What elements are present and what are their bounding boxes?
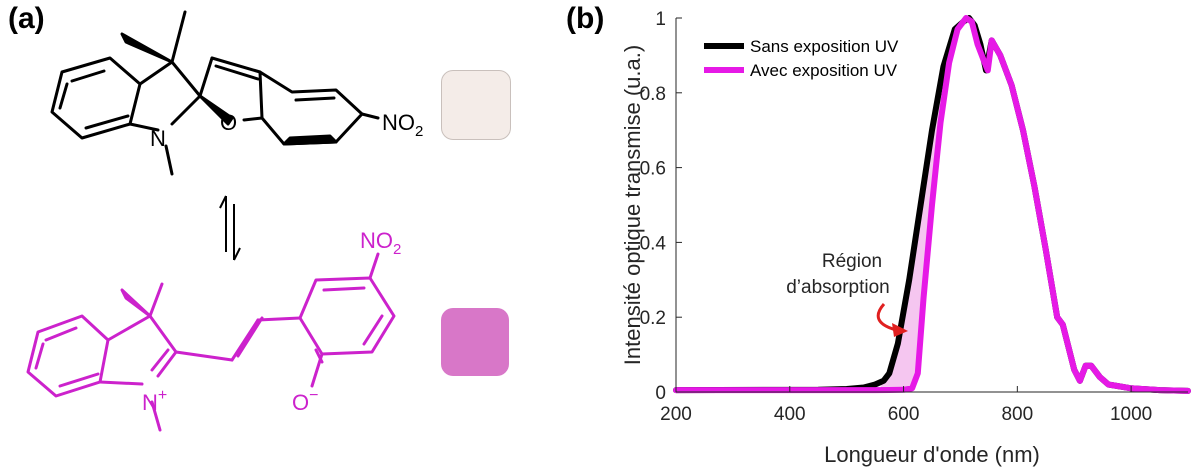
- legend-label-avec: Avec exposition UV: [750, 61, 898, 80]
- closed-form-color-swatch: [441, 70, 511, 140]
- y-tick-label: 1: [655, 9, 666, 30]
- y-tick-label: 0: [655, 383, 666, 404]
- annotation-arrowhead: [892, 323, 908, 337]
- legend: Sans exposition UV Avec exposition UV: [704, 37, 899, 80]
- legend-label-sans: Sans exposition UV: [750, 37, 899, 56]
- x-tick-label: 400: [774, 404, 806, 425]
- chemical-equilibrium-diagram: N O NO2 N+ O− NO2: [26, 10, 423, 432]
- equilibrium-arrows: [219, 195, 241, 261]
- panel-b-label: (b): [566, 2, 605, 35]
- annotation-line-1: Région: [822, 251, 882, 272]
- x-tick-label: 600: [888, 404, 920, 425]
- annotation-arrow: [876, 303, 897, 332]
- open-form-color-swatch: [441, 308, 509, 376]
- open-oxygen-atom: O−: [292, 387, 318, 415]
- panel-a-label: (a): [8, 2, 45, 35]
- annotation-line-2: d’absorption: [786, 277, 890, 298]
- transmission-spectrum-chart: 200 400 600 800 1000 0 0.2 0.4 0.6 0.8 1 Longueur …: [620, 9, 1191, 467]
- open-nitrogen-atom: N+: [142, 387, 167, 415]
- y-tick-label: 0.8: [640, 84, 666, 105]
- x-axis-label: Longueur d'onde (nm): [824, 442, 1040, 467]
- series-line-avec-exposition: [673, 15, 1191, 394]
- closed-nitrogen-atom: N: [150, 126, 166, 151]
- y-tick-label: 0.2: [640, 308, 666, 329]
- closed-oxygen-atom: O: [220, 110, 237, 135]
- x-tick-label: 800: [1001, 404, 1033, 425]
- closed-nitro-group: NO2: [382, 110, 423, 140]
- x-tick-label: 1000: [1110, 404, 1152, 425]
- y-tick-label: 0.4: [640, 233, 667, 254]
- open-nitro-group: NO2: [360, 228, 401, 258]
- y-axis-label: Intensité optique transmise (u.a.): [620, 45, 645, 365]
- spiropyran-closed-structure: [50, 10, 380, 176]
- merocyanine-open-structure: [26, 252, 396, 432]
- x-tick-label: 200: [660, 404, 692, 425]
- y-tick-label: 0.6: [640, 159, 666, 180]
